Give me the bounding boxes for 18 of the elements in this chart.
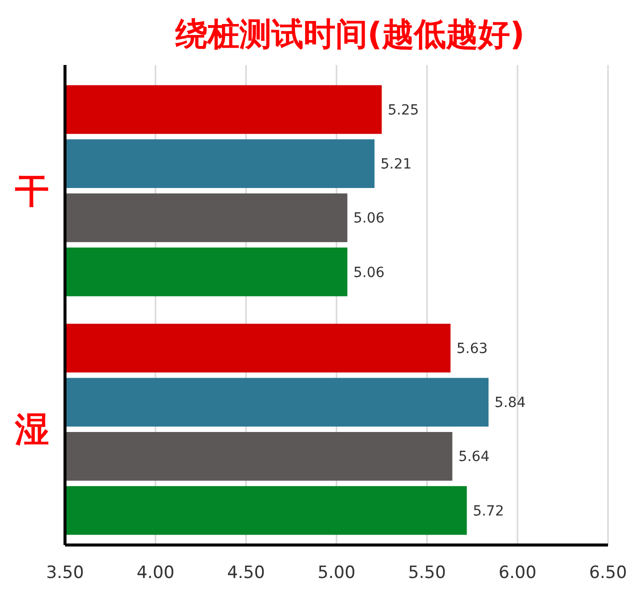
x-tick-label: 5.00 — [318, 563, 356, 583]
y-tick-label: 干 — [14, 172, 49, 212]
data-label: 5.06 — [353, 210, 385, 227]
chart-title: 绕桩测试时间(越低越好) — [174, 15, 525, 53]
y-tick-label: 湿 — [14, 410, 49, 450]
x-tick-label: 4.00 — [136, 563, 174, 583]
data-label: 5.25 — [388, 102, 419, 118]
x-tick-label: 6.50 — [589, 563, 627, 583]
data-label: 5.63 — [456, 341, 488, 358]
x-tick-label: 6.00 — [498, 563, 536, 583]
data-label: 5.21 — [380, 156, 412, 173]
data-label: 5.64 — [458, 449, 490, 466]
data-label: 5.72 — [472, 503, 504, 520]
x-tick-label: 3.50 — [46, 563, 84, 583]
x-tick-label: 4.50 — [227, 563, 265, 583]
x-tick-label: 5.50 — [408, 563, 446, 583]
data-label: 5.84 — [494, 395, 526, 412]
data-label: 5.06 — [353, 264, 385, 281]
